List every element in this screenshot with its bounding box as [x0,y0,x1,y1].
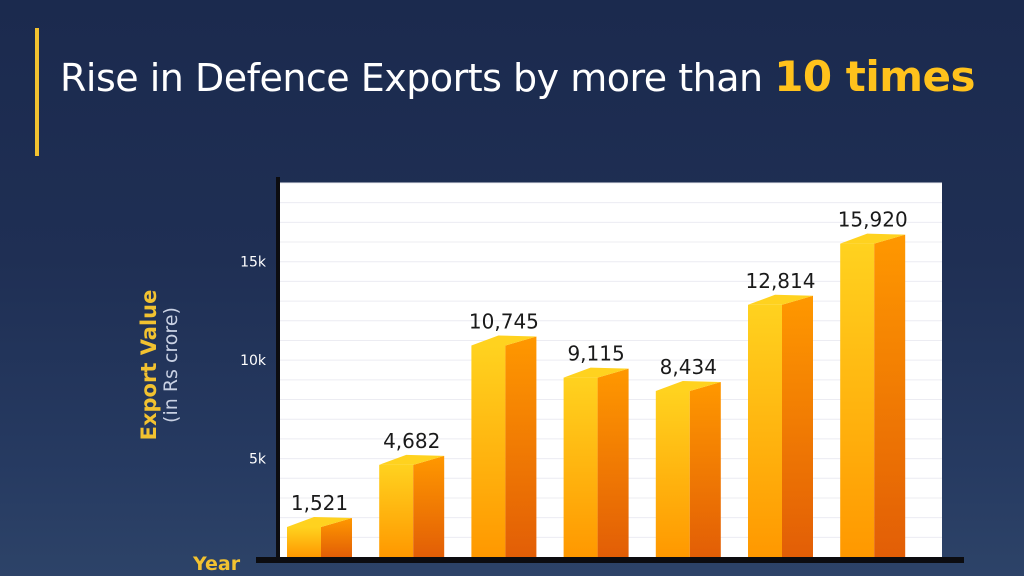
bar-value-label: 9,115 [567,342,624,366]
bar-front [471,345,506,557]
bar-front [748,304,782,557]
bar-value-label: 15,920 [838,208,908,232]
bar-front [287,527,321,557]
bar-side [321,518,352,557]
bar-top [563,367,629,378]
bar-value-label: 10,745 [469,309,539,333]
title-highlight: 10 times [774,52,975,101]
y-tick-label: 10k [240,353,267,369]
bar-value-label: 1,521 [291,491,348,515]
bar-top [655,380,721,391]
title-accent-bar [35,28,39,156]
bar-top [748,294,813,305]
page-title: Rise in Defence Exports by more than 10 … [60,52,975,101]
bar-top [287,517,352,528]
bar-top [840,233,906,244]
bar-front [655,390,690,557]
bar-value-label: 12,814 [746,269,816,293]
bar-value-label: 4,682 [383,429,440,453]
bar-top [379,454,445,465]
bar-side [874,234,906,557]
bar-front [563,377,598,557]
title-prefix: Rise in Defence Exports by more than [60,56,763,100]
bar-side [597,368,629,557]
bar-side [413,455,445,557]
bar-value-label: 8,434 [660,355,717,379]
bar-side [782,295,813,557]
bar-side [689,381,721,557]
y-tick-label: 15k [240,255,267,271]
x-axis-title: Year [193,553,241,575]
bar-side [505,336,537,557]
y-tick-label: 5k [249,452,267,468]
bar-front [840,243,875,557]
bar-front [379,464,414,557]
bar-top [471,335,537,346]
